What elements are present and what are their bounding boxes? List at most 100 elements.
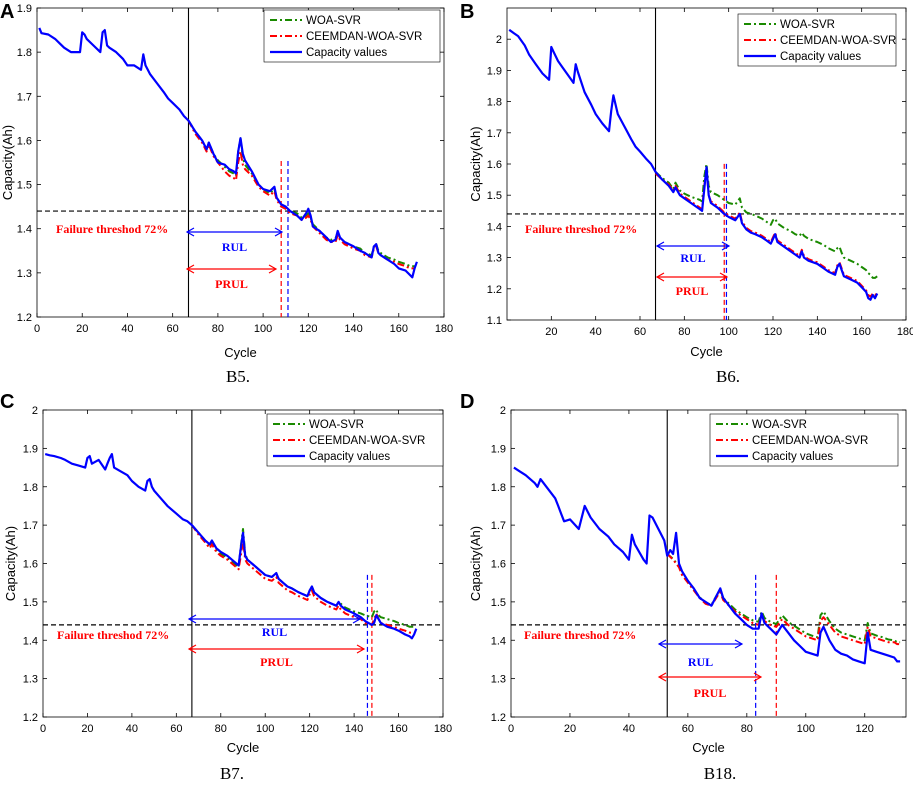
panel-c: C 0 20 40 60 80 100 120 140 160 180 1.2 1.3 1.4 1.5 1.6… (0, 391, 452, 783)
rul-arrow (657, 639, 744, 649)
prul-arrow (185, 264, 278, 274)
y-tick-label: 1.2 (17, 312, 32, 324)
y-tick-label: 1.8 (491, 482, 506, 494)
panel-caption: B18. (704, 764, 737, 783)
y-tick-label: 1.8 (23, 482, 38, 494)
y-tick-label: 2 (496, 34, 502, 46)
y-tick-label: 1.8 (17, 47, 32, 59)
x-tick-label: 120 (300, 723, 318, 735)
arrowhead-right (356, 644, 366, 654)
legend-entry: CEEMDAN-WOA-SVR (780, 35, 896, 47)
series-capacity-values (513, 466, 901, 665)
prul-label: PRUL (215, 277, 248, 291)
x-tick-label: 160 (852, 326, 870, 338)
y-tick-label: 1.7 (491, 520, 506, 532)
arrowhead-left (187, 614, 197, 624)
y-tick-label: 1.3 (487, 253, 502, 265)
x-tick-label: 80 (741, 723, 753, 735)
x-tick-label: 160 (390, 323, 408, 335)
y-tick-label: 1.7 (17, 91, 32, 103)
x-tick-label: 80 (212, 323, 224, 335)
legend-entry: CEEMDAN-WOA-SVR (309, 435, 425, 447)
threshold-label: Failure threshod 72% (524, 628, 636, 642)
legend-entry: WOA-SVR (306, 15, 361, 27)
arrowhead-right (721, 241, 731, 251)
prul-label: PRUL (260, 655, 293, 669)
x-tick-label: 0 (34, 323, 40, 335)
prul-label: PRUL (676, 284, 709, 298)
x-tick-label: 100 (254, 323, 272, 335)
y-tick-label: 1.2 (487, 284, 502, 296)
legend-entry: CEEMDAN-WOA-SVR (752, 435, 868, 447)
legend: WOA-SVR CEEMDAN-WOA-SVR Capacity values (266, 413, 444, 467)
panel-caption: B7. (220, 764, 244, 783)
y-tick-label: 1.4 (487, 221, 502, 233)
y-tick-label: 1.3 (23, 674, 38, 686)
rul-arrow (185, 227, 284, 237)
y-tick-label: 1.2 (23, 712, 38, 724)
legend-entry: WOA-SVR (309, 419, 364, 431)
x-tick-label: 40 (121, 323, 133, 335)
threshold-label: Failure threshod 72% (56, 222, 168, 236)
rul-label: RUL (222, 240, 247, 254)
legend-entry: Capacity values (309, 451, 390, 463)
x-tick-label: 40 (590, 326, 602, 338)
y-tick-label: 1.8 (487, 97, 502, 109)
rul-label: RUL (680, 251, 705, 265)
y-axis-label: Capacity(Ah) (468, 526, 483, 601)
series-capacity-values (44, 453, 418, 640)
prul-arrow (657, 672, 763, 682)
x-tick-label: 100 (719, 326, 737, 338)
panel-a: A 0 20 40 60 80 100 120 140 160 180 1.2 1.3 1.4 1.5 1.6… (0, 1, 453, 386)
y-tick-label: 1.7 (487, 128, 502, 140)
arrowhead-left (657, 672, 667, 682)
y-tick-label: 2 (32, 405, 38, 417)
legend: WOA-SVR CEEMDAN-WOA-SVR Capacity values (709, 413, 899, 467)
threshold-label: Failure threshod 72% (57, 628, 169, 642)
x-tick-label: 0 (508, 723, 514, 735)
prul-label: PRUL (694, 686, 727, 700)
legend: WOA-SVR CEEMDAN-WOA-SVR Capacity values (263, 9, 441, 63)
y-tick-label: 1.6 (487, 159, 502, 171)
panel-letter: D (460, 391, 474, 413)
rul-arrow (187, 614, 362, 624)
panel-caption: B5. (226, 367, 250, 386)
y-tick-label: 1.4 (491, 635, 506, 647)
legend-box (266, 413, 444, 467)
arrowhead-left (185, 227, 195, 237)
y-tick-label: 1.9 (23, 443, 38, 455)
arrowhead-right (734, 639, 744, 649)
panel-letter: A (0, 1, 14, 23)
legend-entry: Capacity values (752, 451, 833, 463)
y-tick-label: 1.6 (17, 135, 32, 147)
prul-arrow (655, 272, 729, 282)
x-tick-label: 140 (344, 323, 362, 335)
arrowhead-right (274, 227, 284, 237)
legend: WOA-SVR CEEMDAN-WOA-SVR Capacity values (737, 13, 897, 67)
y-axis-label: Capacity(Ah) (3, 526, 18, 601)
y-axis-label: Capacity(Ah) (0, 125, 15, 200)
y-tick-label: 1.5 (17, 180, 32, 192)
x-tick-label: 120 (764, 326, 782, 338)
x-tick-label: 20 (76, 323, 88, 335)
series-woa-svr (654, 163, 878, 279)
y-tick-label: 1.3 (491, 674, 506, 686)
x-tick-label: 60 (170, 723, 182, 735)
y-tick-label: 1.4 (23, 635, 38, 647)
prul-arrow (187, 644, 366, 654)
y-tick-label: 1.6 (23, 559, 38, 571)
y-tick-label: 1.9 (491, 443, 506, 455)
x-tick-label: 60 (167, 323, 179, 335)
x-tick-label: 140 (808, 326, 826, 338)
y-tick-label: 1.5 (487, 190, 502, 202)
x-tick-label: 60 (682, 723, 694, 735)
x-tick-label: 40 (126, 723, 138, 735)
arrowhead-right (753, 672, 763, 682)
legend-box (263, 9, 441, 63)
arrowhead-left (187, 644, 197, 654)
panel-letter: C (0, 391, 14, 413)
x-axis-label: Cycle (227, 740, 260, 755)
x-tick-label: 180 (435, 323, 453, 335)
x-tick-label: 140 (345, 723, 363, 735)
x-tick-label: 120 (856, 723, 874, 735)
